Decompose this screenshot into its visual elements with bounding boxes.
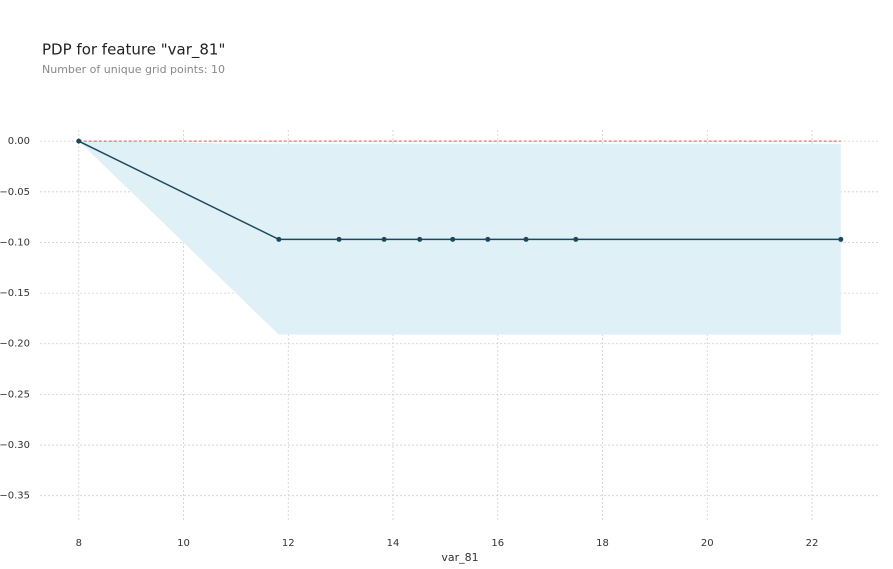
y-tick-label: −0.30 (0, 440, 30, 451)
x-tick-label: 16 (491, 538, 504, 549)
y-tick-label: −0.35 (0, 491, 30, 502)
x-tick-label: 10 (177, 538, 190, 549)
x-tick-label: 20 (701, 538, 714, 549)
x-tick-label: 22 (806, 538, 819, 549)
pdp-point (76, 138, 82, 144)
pdp-point (573, 236, 579, 242)
pdp-point (336, 236, 342, 242)
x-tick-label: 18 (596, 538, 609, 549)
chart-title: PDP for feature "var_81" (42, 41, 225, 60)
y-tick-label: 0.00 (8, 136, 30, 147)
x-axis-label: var_81 (441, 551, 478, 564)
y-tick-label: −0.10 (0, 237, 30, 248)
pdp-point (276, 236, 282, 242)
pdp-point (838, 236, 844, 242)
pdp-line (78, 140, 841, 241)
pdp-point (381, 236, 387, 242)
y-tick-label: −0.20 (0, 339, 30, 350)
x-tick-label: 12 (282, 538, 295, 549)
x-tick-label: 14 (387, 538, 400, 549)
pdp-point (417, 236, 423, 242)
y-tick-label: −0.15 (0, 288, 30, 299)
pdp-point (485, 236, 491, 242)
x-tick-label: 8 (76, 538, 82, 549)
chart-subtitle: Number of unique grid points: 10 (42, 63, 225, 76)
y-tick-label: −0.25 (0, 389, 30, 400)
y-tick-label: −0.05 (0, 187, 30, 198)
pdp-point (450, 236, 456, 242)
confidence-band (78, 141, 841, 335)
pdp-point (523, 236, 529, 242)
